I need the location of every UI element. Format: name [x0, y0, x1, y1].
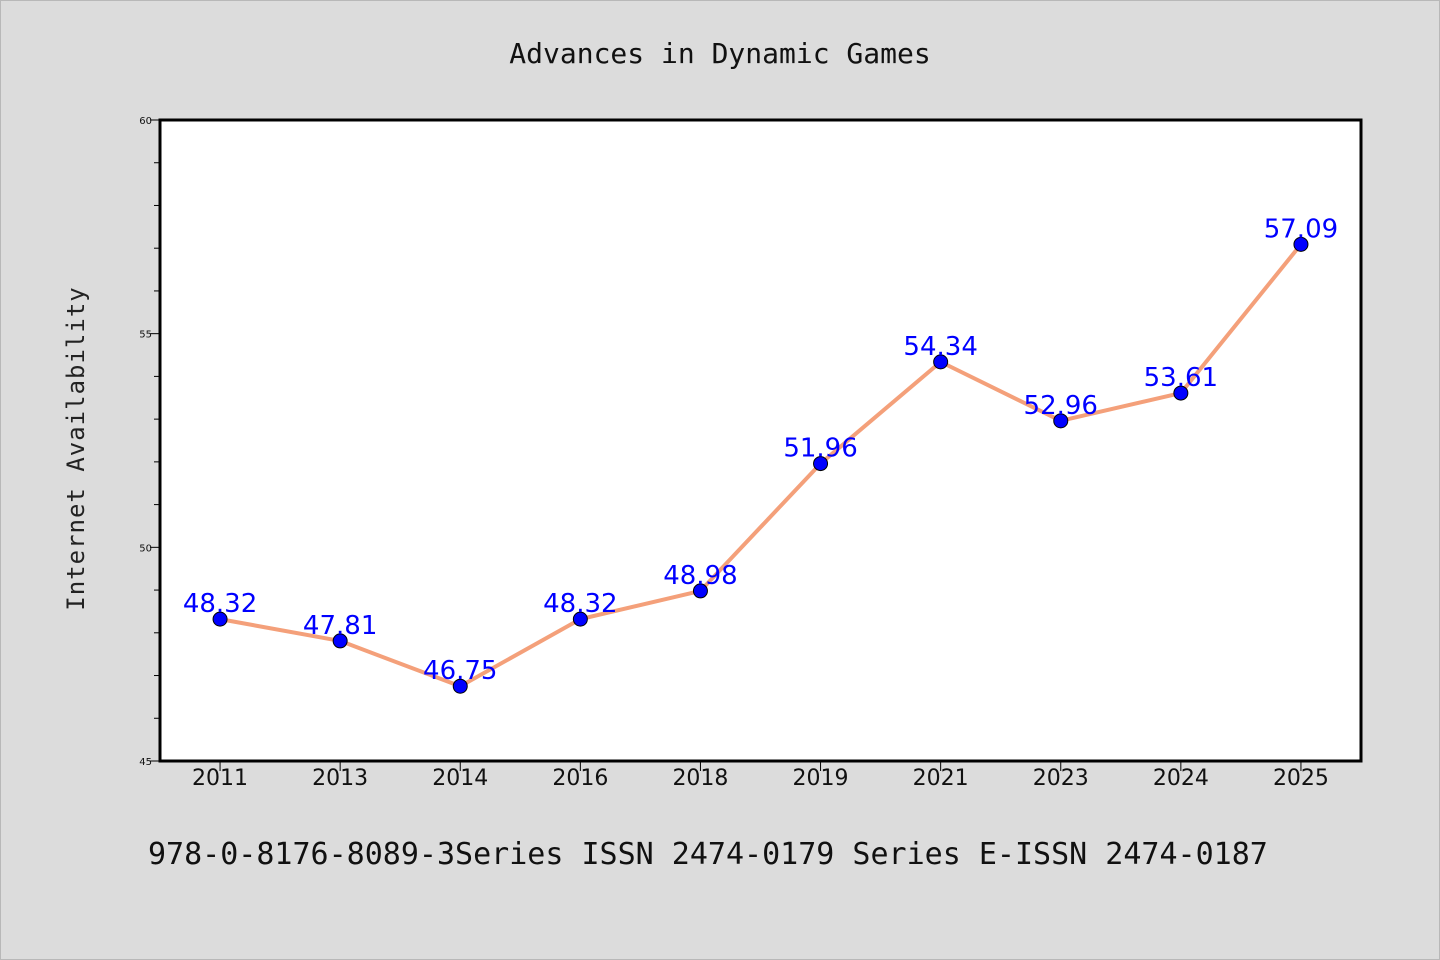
- y-axis: 45 50 55 60: [139, 116, 160, 768]
- data-point: [1293, 236, 1309, 252]
- x-tick-label: 2021: [913, 766, 969, 791]
- x-tick-label: 2018: [672, 766, 728, 791]
- y-tick-label: 50: [139, 543, 152, 554]
- chart-title: Advances in Dynamic Games: [509, 37, 930, 70]
- data-point: [1053, 413, 1069, 429]
- data-point: [452, 678, 468, 694]
- plot-area: [158, 118, 1363, 763]
- x-tick-label: 2025: [1273, 766, 1329, 791]
- x-tick-label: 2023: [1033, 766, 1089, 791]
- x-tick-label: 2014: [432, 766, 488, 791]
- y-axis-label: Internet Availability: [62, 286, 90, 610]
- footer-isbn-text: 978-0-8176-8089-3Series ISSN 2474-0179 S…: [148, 837, 1268, 872]
- data-label-layer: 48.32 47.81 46.75 48.32 48.98 51.96 54.34 52.96…: [183, 214, 1338, 686]
- data-point: [692, 583, 708, 599]
- data-label: 48.98: [663, 561, 737, 591]
- data-label: 51.96: [783, 434, 857, 464]
- data-label: 46.75: [423, 656, 497, 686]
- data-label: 48.32: [183, 589, 257, 619]
- data-point: [1173, 385, 1189, 401]
- data-point: [813, 456, 829, 472]
- data-label: 47.81: [303, 611, 377, 641]
- y-tick-label: 55: [139, 330, 152, 341]
- x-axis: 2011 2013 2014 2016 2018 2019 2021 2023 2024 2025: [192, 761, 1329, 791]
- series-layer: [212, 236, 1309, 694]
- data-point: [572, 611, 588, 627]
- x-tick-label: 2019: [793, 766, 849, 791]
- y-tick-label: 45: [139, 757, 152, 768]
- series-line: [219, 243, 1303, 689]
- x-tick-label: 2011: [192, 766, 248, 791]
- data-point: [332, 633, 348, 649]
- data-label: 48.32: [543, 589, 617, 619]
- data-label: 54.34: [903, 332, 977, 362]
- data-label: 53.61: [1144, 363, 1218, 393]
- x-tick-label: 2024: [1153, 766, 1209, 791]
- data-point: [933, 354, 949, 370]
- x-tick-label: 2016: [552, 766, 608, 791]
- data-point: [212, 611, 228, 627]
- x-tick-label: 2013: [312, 766, 368, 791]
- data-label: 57.09: [1264, 214, 1338, 244]
- data-label: 52.96: [1024, 391, 1098, 421]
- y-tick-label: 60: [139, 116, 152, 127]
